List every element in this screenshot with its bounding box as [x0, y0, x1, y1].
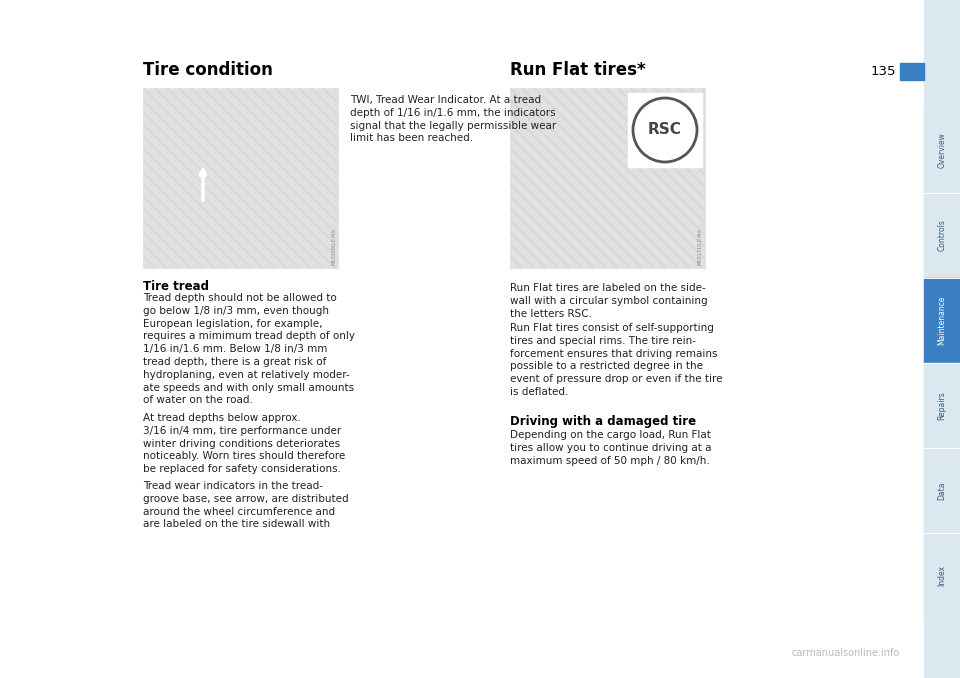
Text: 135: 135 [871, 65, 896, 78]
Bar [924, 448, 960, 533]
Text: Run Flat tires are labeled on the side-
wall with a circular symbol containing
t: Run Flat tires are labeled on the side- … [510, 283, 708, 319]
Text: Run Flat tires consist of self-supporting
tires and special rims. The tire rein-: Run Flat tires consist of self-supportin… [510, 323, 723, 397]
Bar [924, 193, 960, 278]
Text: Overview: Overview [938, 133, 947, 168]
Text: Data: Data [938, 481, 947, 500]
Bar [510, 88, 705, 268]
Text: RSC: RSC [648, 123, 682, 138]
Bar [924, 108, 960, 193]
Bar [924, 363, 960, 448]
Text: Tread depth should not be allowed to
go below 1/8 in/3 mm, even though
European : Tread depth should not be allowed to go … [143, 293, 355, 405]
Text: Repairs: Repairs [938, 391, 947, 420]
Bar [143, 88, 338, 268]
Bar [628, 93, 702, 167]
Bar [924, 278, 960, 363]
Text: Run Flat tires*: Run Flat tires* [510, 61, 646, 79]
Text: Driving with a damaged tire: Driving with a damaged tire [510, 415, 696, 428]
Bar [924, 0, 960, 678]
Text: Controls: Controls [938, 220, 947, 252]
Text: Depending on the cargo load, Run Flat
tires allow you to continue driving at a
m: Depending on the cargo load, Run Flat ti… [510, 430, 711, 466]
Bar [900, 63, 924, 80]
Text: MK01310.0.MA: MK01310.0.MA [698, 228, 703, 265]
Text: carmanualsonline.info: carmanualsonline.info [792, 648, 900, 658]
Text: TWI, Tread Wear Indicator. At a tread
depth of 1/16 in/1.6 mm, the indicators
si: TWI, Tread Wear Indicator. At a tread de… [350, 95, 556, 144]
Text: Tire tread: Tire tread [143, 280, 209, 293]
Text: Tire condition: Tire condition [143, 61, 273, 79]
Text: Maintenance: Maintenance [938, 296, 947, 345]
Text: Tread wear indicators in the tread-
groove base, see arrow, are distributed
arou: Tread wear indicators in the tread- groo… [143, 481, 348, 530]
Text: MK01090.0.MA: MK01090.0.MA [331, 228, 336, 265]
Text: Index: Index [938, 565, 947, 586]
Bar [924, 533, 960, 618]
Text: At tread depths below approx.
3/16 in/4 mm, tire performance under
winter drivin: At tread depths below approx. 3/16 in/4 … [143, 413, 346, 474]
